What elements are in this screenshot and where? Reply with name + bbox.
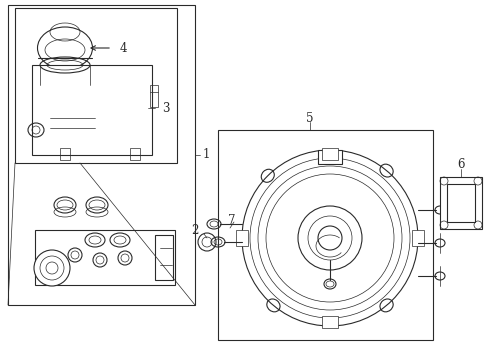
Bar bbox=[8, 5, 195, 305]
Bar bbox=[150, 85, 158, 107]
Ellipse shape bbox=[34, 250, 70, 286]
Bar bbox=[321, 148, 337, 160]
Bar bbox=[317, 150, 341, 164]
Bar bbox=[446, 184, 474, 222]
Text: 6: 6 bbox=[456, 158, 464, 171]
Bar bbox=[218, 130, 432, 340]
Bar bbox=[155, 235, 173, 280]
Text: 5: 5 bbox=[305, 112, 313, 125]
Text: 3: 3 bbox=[162, 102, 169, 114]
Bar bbox=[439, 177, 481, 229]
Text: 1: 1 bbox=[203, 148, 210, 162]
Bar bbox=[236, 230, 247, 246]
Bar bbox=[130, 148, 140, 160]
Text: 4: 4 bbox=[120, 41, 127, 54]
Text: 7: 7 bbox=[227, 213, 235, 226]
Bar bbox=[32, 65, 152, 155]
Circle shape bbox=[242, 150, 417, 326]
Bar bbox=[35, 230, 175, 285]
Bar bbox=[15, 8, 177, 163]
Text: 2: 2 bbox=[191, 224, 199, 237]
Bar bbox=[60, 148, 70, 160]
Bar bbox=[321, 316, 337, 328]
Bar bbox=[411, 230, 423, 246]
